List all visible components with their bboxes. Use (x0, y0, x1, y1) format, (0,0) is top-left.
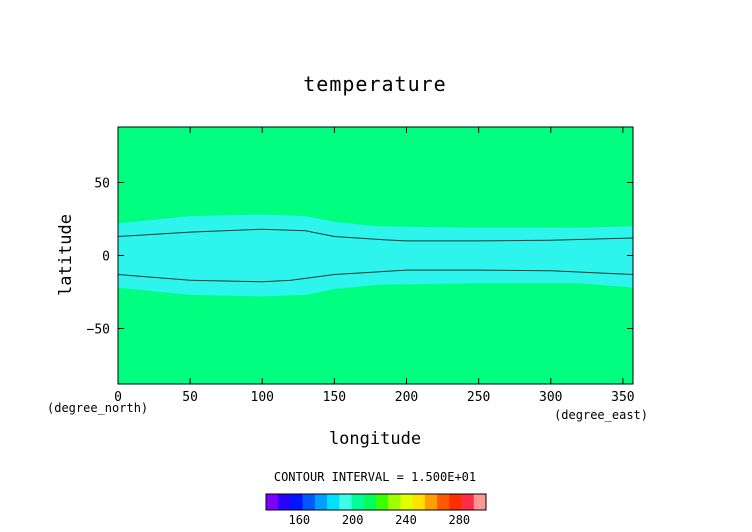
colorbar-swatch (339, 494, 352, 510)
x-tick-label: 350 (611, 390, 634, 405)
colorbar-swatch (327, 494, 340, 510)
colorbar-swatch (314, 494, 328, 510)
contour-interval-label: CONTOUR INTERVAL = 1.500E+01 (274, 470, 476, 484)
y-tick-label: −50 (87, 323, 110, 338)
colorbar-swatch (290, 494, 303, 510)
x-axis-label: longitude (329, 429, 421, 449)
colorbar: 160 200 240 280 (265, 493, 487, 527)
x-tick-label: 0 (114, 390, 122, 405)
colorbar-tick-label: 160 (288, 513, 310, 527)
colorbar-frame (265, 493, 487, 511)
x-tick-label: 300 (539, 390, 562, 405)
colorbar-swatch (461, 494, 475, 510)
colorbar-swatch (278, 494, 291, 510)
colorbar-swatch (351, 494, 365, 510)
colorbar-tick-label: 240 (395, 513, 417, 527)
plot-area (117, 126, 634, 385)
contour-line-south (117, 269, 634, 283)
x-tick-label: 250 (467, 390, 490, 405)
y-axis-label: latitude (56, 214, 76, 296)
x-tick-label: 50 (182, 390, 198, 405)
colorbar-tick-label: 280 (448, 513, 470, 527)
x-tick-label: 100 (251, 390, 274, 405)
y-tick-label: 0 (102, 250, 110, 265)
colorbar-swatch (363, 494, 377, 510)
colorbar-swatch (302, 494, 316, 510)
colorbar-swatch (412, 494, 426, 510)
colorbar-swatch (424, 494, 438, 510)
y-tick-label: 50 (94, 176, 110, 191)
colorbar-swatch (437, 494, 450, 510)
colorbar-swatch (266, 494, 279, 510)
y-axis-ticks: 50 0 −50 (87, 176, 633, 338)
x-tick-label: 200 (395, 390, 418, 405)
colorbar-swatch (388, 494, 401, 510)
chart-title: temperature (303, 72, 446, 96)
colorbar-swatch (449, 494, 462, 510)
x-unit-label: (degree_east) (554, 408, 648, 422)
colorbar-swatch (473, 494, 487, 510)
colorbar-swatch (376, 494, 389, 510)
x-axis-ticks: 0 50 100 150 200 250 300 350 (114, 127, 635, 405)
contour-line-north (117, 228, 634, 242)
x-tick-label: 150 (323, 390, 346, 405)
colorbar-tick-label: 200 (342, 513, 364, 527)
y-unit-label: (degree_north) (47, 401, 148, 415)
equatorial-band (118, 214, 633, 297)
colorbar-swatch (400, 494, 413, 510)
